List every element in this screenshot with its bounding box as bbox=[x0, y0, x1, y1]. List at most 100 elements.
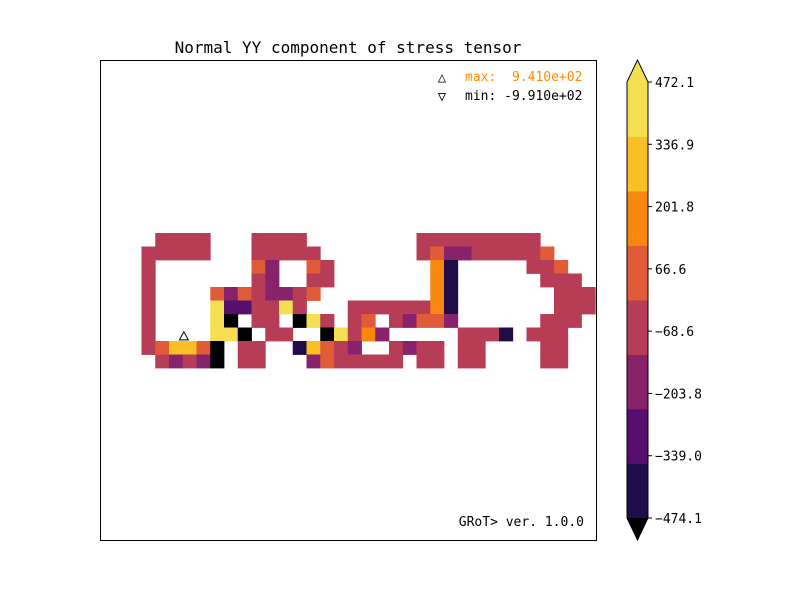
heatmap-cell bbox=[238, 301, 252, 315]
heatmap-cell bbox=[444, 274, 458, 288]
heatmap-cell bbox=[197, 247, 211, 261]
heatmap-cell bbox=[582, 301, 596, 315]
heatmap-cell bbox=[252, 314, 266, 328]
heatmap-cell bbox=[568, 301, 582, 315]
colorbar-tick-label: 336.9 bbox=[655, 138, 694, 153]
heatmap-cell bbox=[348, 314, 362, 328]
heatmap-cell bbox=[499, 328, 513, 342]
heatmap-cell bbox=[472, 341, 486, 355]
heatmap-cell bbox=[554, 328, 568, 342]
heatmap-cell bbox=[417, 355, 431, 369]
heatmap-cell bbox=[279, 287, 293, 301]
colorbar-tick-label: 472.1 bbox=[655, 76, 694, 91]
max-label: max: 9.410e+02 bbox=[465, 70, 582, 85]
heatmap-cell bbox=[183, 233, 197, 247]
heatmap-cell bbox=[430, 233, 444, 247]
heatmap-cell bbox=[430, 314, 444, 328]
heatmap-cell bbox=[265, 260, 279, 274]
heatmap-cell bbox=[458, 328, 472, 342]
heatmap-cells bbox=[142, 233, 596, 368]
max-annotation: △ max: 9.410e+02 bbox=[438, 70, 583, 86]
heatmap-cell bbox=[389, 355, 403, 369]
heatmap-cell bbox=[252, 233, 266, 247]
heatmap-cell bbox=[458, 247, 472, 261]
heatmap-cell bbox=[554, 301, 568, 315]
colorbar-tick-label: −203.8 bbox=[655, 387, 702, 402]
heatmap-cell bbox=[554, 287, 568, 301]
heatmap-cell bbox=[334, 341, 348, 355]
heatmap-cell bbox=[554, 355, 568, 369]
heatmap-cell bbox=[403, 341, 417, 355]
heatmap-cell bbox=[320, 260, 334, 274]
heatmap-cell bbox=[252, 247, 266, 261]
heatmap-cell bbox=[142, 274, 156, 288]
heatmap-cell bbox=[238, 341, 252, 355]
heatmap-cell bbox=[307, 274, 321, 288]
heatmap-cell bbox=[499, 233, 513, 247]
heatmap-cell bbox=[265, 287, 279, 301]
heatmap-cell bbox=[265, 328, 279, 342]
heatmap-cell bbox=[582, 287, 596, 301]
heatmap-cell bbox=[540, 260, 554, 274]
heatmap-cell bbox=[307, 341, 321, 355]
heatmap-cell bbox=[293, 247, 307, 261]
heatmap-cell bbox=[307, 287, 321, 301]
heatmap-cell bbox=[485, 233, 499, 247]
heatmap-cell bbox=[527, 247, 541, 261]
heatmap-cell bbox=[348, 355, 362, 369]
heatmap-cell bbox=[430, 260, 444, 274]
heatmap-cell bbox=[458, 341, 472, 355]
heatmap-cell bbox=[155, 355, 169, 369]
heatmap-cell bbox=[444, 233, 458, 247]
heatmap-cell bbox=[375, 355, 389, 369]
heatmap-cell bbox=[320, 328, 334, 342]
heatmap-cell bbox=[334, 355, 348, 369]
heatmap-cell bbox=[238, 287, 252, 301]
heatmap-cell bbox=[320, 341, 334, 355]
heatmap-cell bbox=[362, 355, 376, 369]
heatmap-cell bbox=[252, 341, 266, 355]
heatmap-cell bbox=[554, 260, 568, 274]
heatmap-cell bbox=[169, 233, 183, 247]
heatmap-cell bbox=[183, 247, 197, 261]
heatmap-cell bbox=[252, 301, 266, 315]
max-marker-icon: △ bbox=[438, 70, 447, 86]
heatmap-cell bbox=[430, 287, 444, 301]
heatmap-cell bbox=[252, 274, 266, 288]
heatmap-cell bbox=[444, 287, 458, 301]
heatmap-cell bbox=[210, 314, 224, 328]
chart-title: Normal YY component of stress tensor bbox=[175, 38, 522, 57]
heatmap-cell bbox=[472, 355, 486, 369]
heatmap-cell bbox=[430, 355, 444, 369]
heatmap-cell bbox=[210, 341, 224, 355]
heatmap-cell bbox=[142, 314, 156, 328]
heatmap-cell bbox=[169, 355, 183, 369]
colorbar-band bbox=[627, 300, 648, 355]
heatmap-cell bbox=[527, 233, 541, 247]
colorbar-tick-label: 66.6 bbox=[655, 263, 686, 278]
heatmap-cell bbox=[527, 328, 541, 342]
heatmap-cell bbox=[169, 247, 183, 261]
heatmap-cell bbox=[417, 247, 431, 261]
heatmap-cell bbox=[293, 314, 307, 328]
heatmap-cell bbox=[279, 247, 293, 261]
heatmap-cell bbox=[362, 301, 376, 315]
heatmap-cell bbox=[197, 233, 211, 247]
heatmap-cell bbox=[142, 287, 156, 301]
heatmap-cell bbox=[430, 341, 444, 355]
heatmap-cell bbox=[430, 247, 444, 261]
heatmap-cell bbox=[417, 301, 431, 315]
heatmap-cell bbox=[554, 274, 568, 288]
colorbar-band bbox=[627, 137, 648, 192]
heatmap-cell bbox=[458, 355, 472, 369]
heatmap-cell bbox=[210, 301, 224, 315]
heatmap-cell bbox=[142, 328, 156, 342]
colorbar-tick-label: −474.1 bbox=[655, 512, 702, 527]
heatmap-cell bbox=[403, 301, 417, 315]
min-marker-icon: ▽ bbox=[438, 89, 447, 105]
heatmap-cell bbox=[293, 233, 307, 247]
heatmap-cell bbox=[458, 233, 472, 247]
heatmap-cell bbox=[485, 328, 499, 342]
heatmap-cell bbox=[238, 355, 252, 369]
heatmap-cell bbox=[224, 287, 238, 301]
